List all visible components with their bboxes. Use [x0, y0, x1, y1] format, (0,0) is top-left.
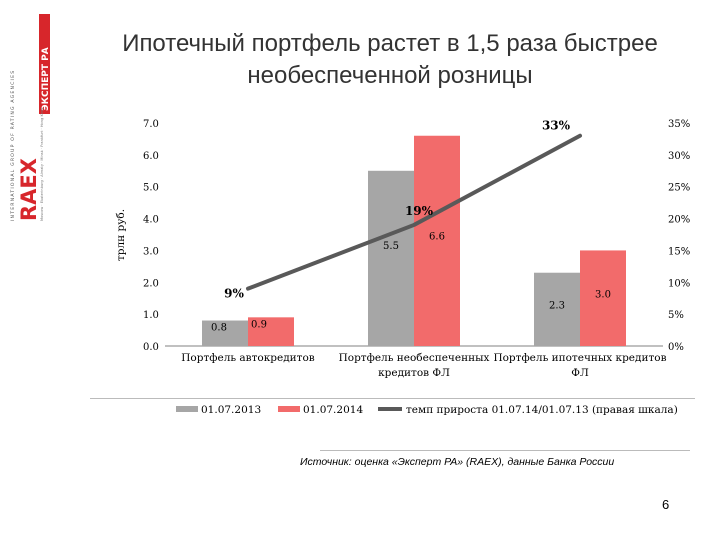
growth-rate-labels: 9% 19% 33% [224, 119, 571, 301]
growth-rate-label: 33% [542, 119, 571, 133]
page-number: 6 [662, 497, 670, 512]
bar [580, 250, 626, 346]
y2-tick-label: 35% [668, 119, 690, 130]
bar [248, 317, 294, 346]
y2-tick-label: 0% [668, 342, 684, 353]
growth-rate-line [246, 133, 582, 291]
y-tick-label: 7.0 [143, 119, 159, 130]
bars [202, 135, 626, 346]
y2-tick-label: 15% [668, 246, 690, 257]
category-label: кредитов ФЛ [378, 367, 450, 379]
bar-value-label: 5.5 [383, 241, 399, 252]
legend-divider [90, 398, 695, 399]
y-tick-label: 2.0 [143, 278, 159, 289]
bar-value-label: 2.3 [549, 301, 565, 312]
legend-label: темп прироста 01.07.14/01.07.13 (правая … [406, 404, 678, 416]
y-axis-label: трлн руб. [115, 209, 127, 261]
bar-value-label: 0.8 [211, 323, 227, 334]
logo-brand-block [20, 101, 38, 221]
y-tick-label: 3.0 [143, 246, 159, 257]
bar [534, 272, 580, 346]
y2-tick-label: 20% [668, 215, 690, 226]
y-tick-label: 6.0 [143, 151, 159, 162]
category-label: Портфель автокредитов [181, 352, 315, 364]
legend-swatch [176, 406, 198, 412]
y-axis-left: 0.0 1.0 2.0 3.0 4.0 5.0 6.0 7.0 [143, 119, 159, 353]
legend-label: 01.07.2014 [303, 404, 363, 416]
logo-brand-ru-block [39, 14, 50, 114]
page-title: Ипотечный портфель растет в 1,5 раза быс… [70, 28, 710, 92]
y2-tick-label: 25% [668, 183, 690, 194]
growth-rate-label: 9% [224, 287, 244, 301]
source-divider [320, 450, 690, 451]
category-label: Портфель ипотечных кредитов [493, 352, 666, 364]
y-tick-label: 1.0 [143, 310, 159, 321]
bar [368, 170, 414, 346]
bar-value-label: 3.0 [595, 289, 611, 300]
page-title-line2: необеспеченной розницы [247, 62, 533, 89]
raex-logo: INTERNATIONAL GROUP OF RATING AGENCIES R… [10, 14, 51, 221]
logo-brand-ru-text: ЭКСПЕРТ РА [41, 47, 51, 111]
logo-brand-text: RAEX [17, 158, 41, 221]
bar-value-label: 0.9 [251, 319, 267, 330]
page-title-line1: Ипотечный портфель растет в 1,5 раза быс… [122, 30, 658, 57]
logo-cities-text: Moscow · Ekaterinburg · Almaty · Minsk ·… [40, 108, 44, 221]
bar-labels: 0.8 0.9 5.5 6.6 2.3 3.0 [211, 232, 611, 334]
y2-tick-label: 10% [668, 278, 690, 289]
bar [202, 320, 248, 346]
y-tick-label: 0.0 [143, 342, 159, 353]
y-axis-right: 0% 5% 10% 15% 20% 25% 30% 35% [668, 119, 690, 353]
y2-tick-label: 30% [668, 151, 690, 162]
source-note: Источник: оценка «Эксперт РА» (RAEX), да… [300, 456, 615, 468]
legend-swatch [278, 406, 300, 412]
bar [414, 135, 460, 346]
growth-rate-label: 19% [405, 204, 434, 218]
category-label: Портфель необеспеченных [339, 352, 490, 364]
category-labels: Портфель автокредитов Портфель необеспече… [181, 352, 666, 379]
y-tick-label: 4.0 [143, 215, 159, 226]
bar-value-label: 6.6 [429, 232, 445, 243]
legend-label: 01.07.2013 [201, 404, 261, 416]
category-label: ФЛ [571, 367, 589, 379]
chart-legend: 01.07.2013 01.07.2014 темп прироста 01.07.… [176, 404, 678, 416]
logo-tagline-text: INTERNATIONAL GROUP OF RATING AGENCIES [10, 70, 16, 221]
y-tick-label: 5.0 [143, 183, 159, 194]
y2-tick-label: 5% [668, 310, 684, 321]
